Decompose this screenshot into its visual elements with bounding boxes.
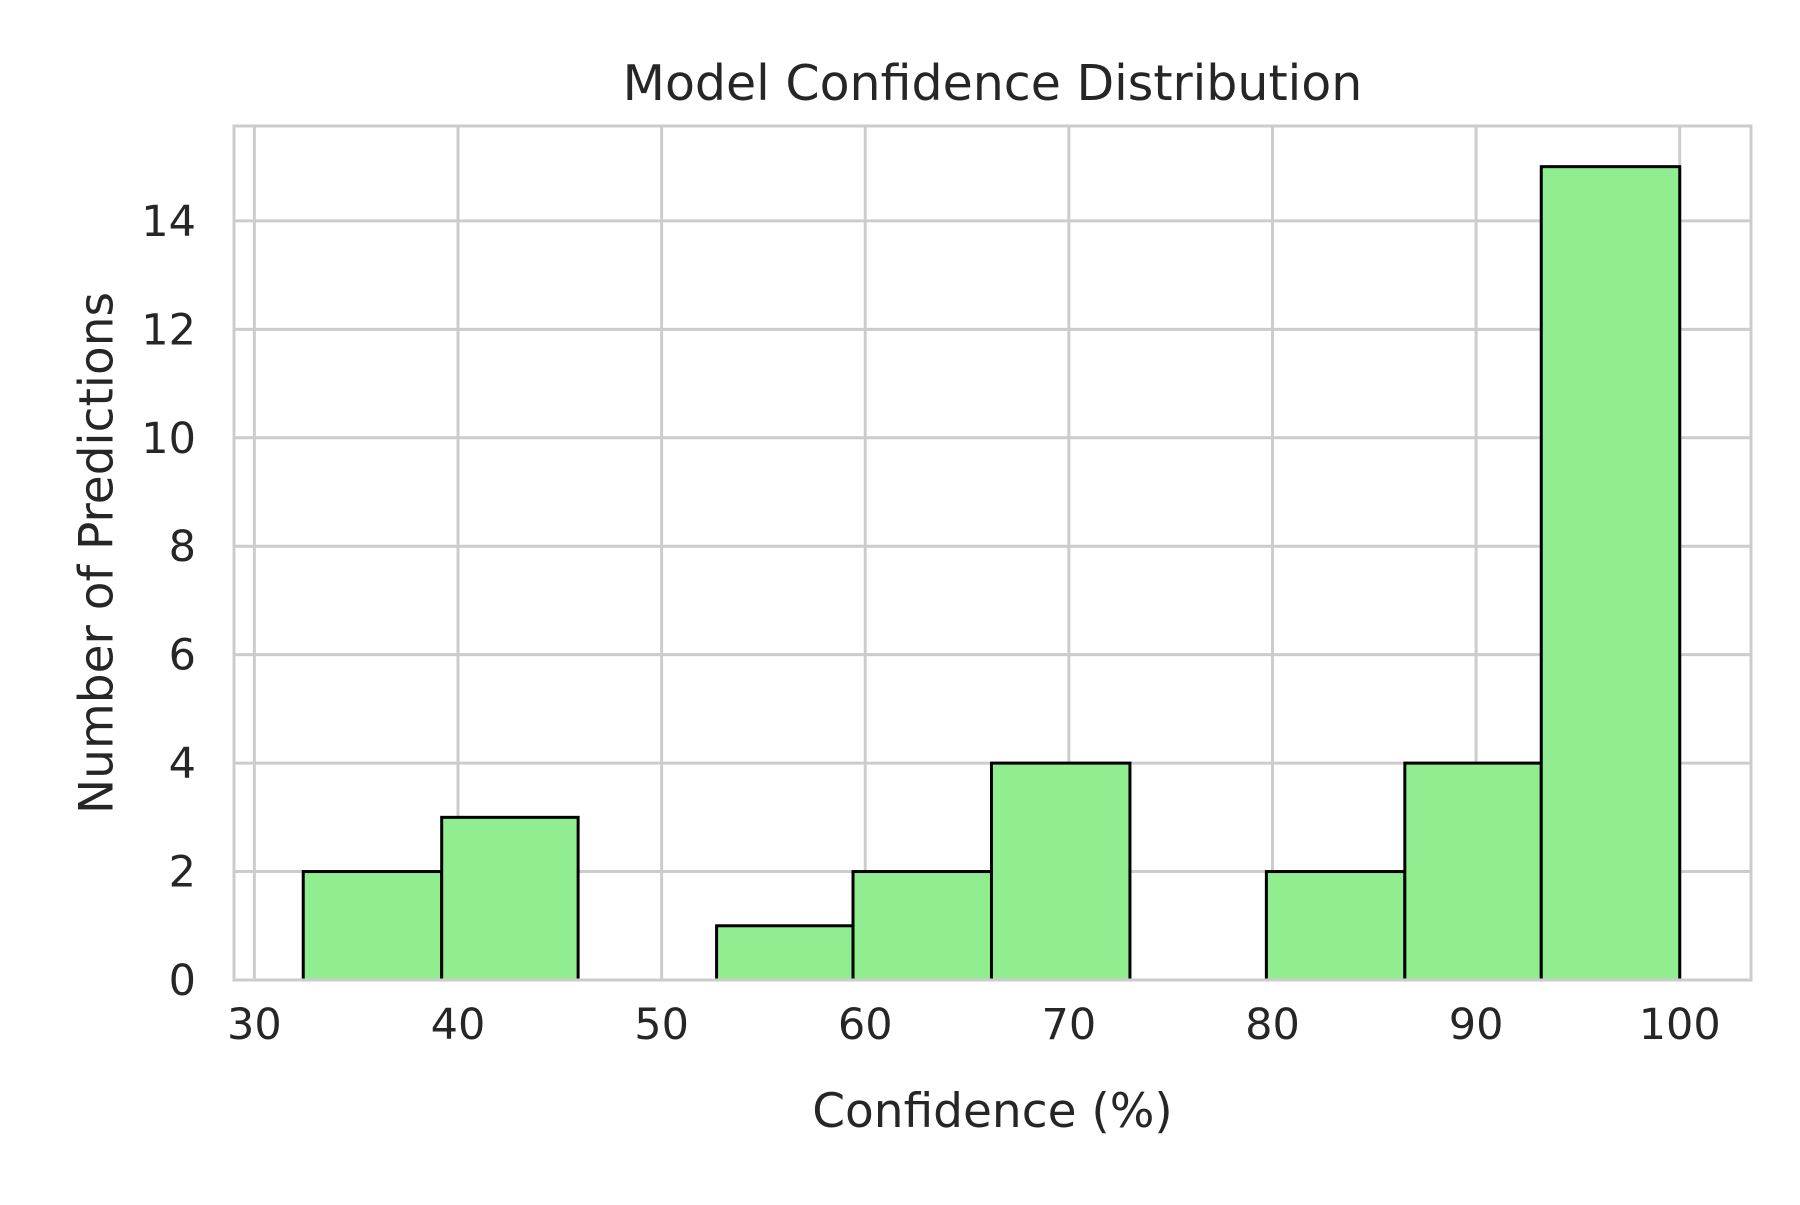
x-tick-labels: 30 40 50 60 70 80 90 100 xyxy=(227,1000,1721,1050)
y-tick-label: 14 xyxy=(141,197,196,247)
bars xyxy=(301,165,1682,982)
y-axis-title: Number of Predictions xyxy=(70,292,125,814)
chart-title: Model Confidence Distribution xyxy=(623,55,1363,112)
x-axis-title: Confidence (%) xyxy=(812,1084,1173,1139)
histogram-bar xyxy=(301,870,444,982)
histogram-bar xyxy=(1403,761,1543,982)
x-tick-label: 60 xyxy=(838,1000,893,1050)
x-tick-label: 40 xyxy=(431,1000,486,1050)
y-tick-label: 2 xyxy=(169,848,196,898)
x-tick-label: 70 xyxy=(1041,1000,1096,1050)
histogram-bar xyxy=(715,924,855,982)
y-tick-label: 0 xyxy=(169,956,196,1006)
histogram-bar xyxy=(1539,165,1682,982)
y-tick-label: 12 xyxy=(141,305,196,355)
x-tick-label: 30 xyxy=(227,1000,282,1050)
histogram-bar xyxy=(1264,870,1407,982)
y-tick-label: 6 xyxy=(169,631,196,681)
y-tick-label: 4 xyxy=(169,739,196,789)
x-tick-label: 50 xyxy=(634,1000,689,1050)
x-tick-label: 100 xyxy=(1639,1000,1721,1050)
y-tick-labels: 0 2 4 6 8 10 12 14 xyxy=(141,197,196,1006)
histogram-bar xyxy=(989,761,1132,982)
plot-frame xyxy=(232,124,1753,982)
y-tick-label: 8 xyxy=(169,522,196,572)
y-tick-label: 10 xyxy=(141,414,196,464)
x-tick-label: 80 xyxy=(1245,1000,1300,1050)
histogram-bar xyxy=(851,870,993,982)
histogram-bar xyxy=(440,815,580,982)
x-tick-label: 90 xyxy=(1449,1000,1504,1050)
